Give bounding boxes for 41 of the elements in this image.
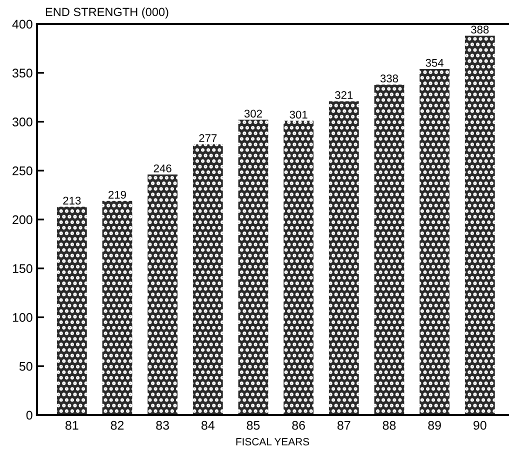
y-tick-label: 200 xyxy=(12,215,32,224)
bar xyxy=(328,101,359,415)
data-label: 277 xyxy=(199,134,217,142)
y-tick-label: 350 xyxy=(12,68,32,78)
data-label: 338 xyxy=(380,74,398,82)
data-label: 301 xyxy=(290,110,308,119)
bar xyxy=(464,36,495,415)
x-tick-label: 90 xyxy=(474,420,486,430)
x-tick-label: 83 xyxy=(156,420,169,430)
x-tick-label: 87 xyxy=(337,420,350,430)
data-label: 321 xyxy=(335,91,353,100)
y-tick-label: 50 xyxy=(19,362,32,371)
bar xyxy=(102,200,132,415)
x-axis-title: FISCAL YEARS xyxy=(236,438,310,446)
x-tick-label: 81 xyxy=(65,420,78,430)
y-tick-label: 150 xyxy=(12,264,32,274)
x-tick-label: 84 xyxy=(201,420,214,430)
y-tick-label: 400 xyxy=(12,20,32,29)
y-tick-label: 250 xyxy=(12,166,32,176)
x-tick-label: 82 xyxy=(110,420,124,430)
y-tick-label: 0 xyxy=(26,410,32,420)
x-tick-label: 88 xyxy=(382,420,396,430)
y-tick-label: 100 xyxy=(12,313,32,322)
data-label: 213 xyxy=(63,196,81,205)
data-label: 219 xyxy=(108,190,126,199)
y-axis-title: END STRENGTH (000) xyxy=(46,8,168,18)
x-tick-label: 85 xyxy=(246,420,260,430)
bar xyxy=(374,84,404,415)
bar xyxy=(148,174,178,415)
bar xyxy=(56,206,87,415)
bar xyxy=(192,144,223,415)
data-label: 302 xyxy=(244,110,262,118)
data-label: 388 xyxy=(471,26,489,34)
x-tick-label: 86 xyxy=(292,420,305,430)
bar xyxy=(238,120,268,415)
data-label: 246 xyxy=(154,164,172,172)
y-tick-label: 300 xyxy=(12,118,32,126)
x-tick-label: 89 xyxy=(428,420,441,430)
bar xyxy=(420,68,450,415)
bar xyxy=(284,120,314,415)
data-label: 354 xyxy=(426,58,444,67)
